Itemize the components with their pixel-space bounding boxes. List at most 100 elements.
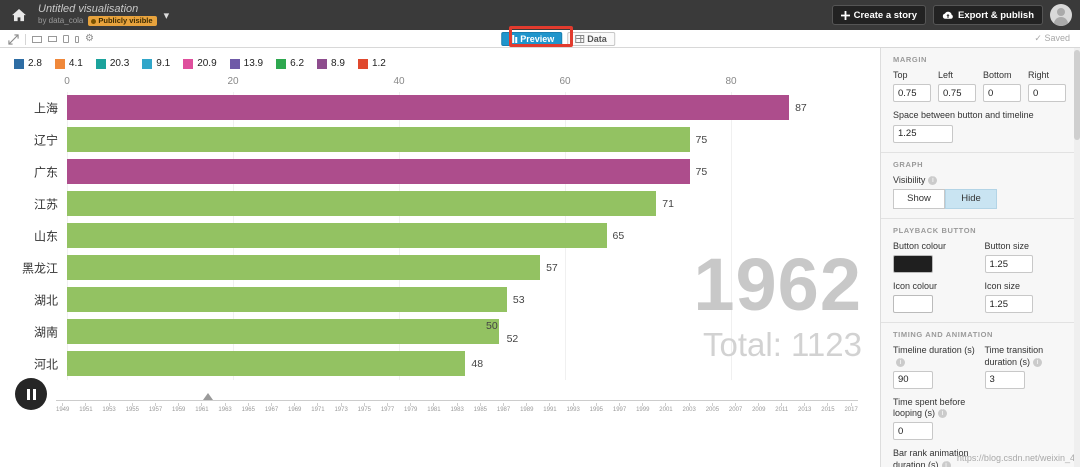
home-icon	[12, 8, 26, 21]
timeline-duration-label: Timeline duration (s)	[893, 345, 975, 356]
gridline	[731, 92, 732, 380]
create-story-button[interactable]: Create a story	[831, 5, 926, 25]
legend-item: 1.2	[357, 58, 386, 69]
info-icon[interactable]: i	[928, 175, 938, 185]
legend: 2.8 4.1 20.3 9.1 20.9 13.9 6.2 8.9 1.2	[14, 58, 386, 69]
legend-item: 20.9	[183, 58, 217, 69]
margin-section-header: MARGIN	[893, 55, 928, 64]
data-tab-label: Data	[587, 34, 607, 44]
margin-bottom-label: Bottom	[983, 70, 1012, 80]
bar	[67, 223, 607, 248]
export-publish-label: Export & publish	[958, 9, 1034, 21]
legend-value-label: 20.9	[197, 58, 217, 69]
timeline[interactable]: 1949 1951 1953 1955 1957 1959 1961 1963 1965 1967…	[56, 393, 858, 413]
bar-row: 河北 48	[0, 348, 880, 380]
legend-value-label: 9.1	[156, 58, 171, 69]
preview-tab-label: Preview	[520, 34, 555, 44]
total-label: Total: 1123	[702, 326, 862, 363]
saved-status: ✓ Saved	[1034, 33, 1070, 44]
gear-icon[interactable]: ⚙	[85, 33, 94, 44]
time-before-looping-label: Time spent before looping (s)	[893, 396, 966, 418]
expand-icon[interactable]	[8, 33, 19, 45]
info-icon[interactable]: i	[938, 409, 948, 418]
timing-animation-section: TIMING AND ANIMATION Timeline duration (…	[881, 322, 1080, 467]
bar	[67, 287, 507, 312]
icon-colour-swatch[interactable]	[893, 295, 933, 314]
scrollbar-thumb[interactable]	[1074, 50, 1080, 140]
visibility-badge[interactable]: Publicly visible	[88, 16, 157, 27]
timeline-year-label: 1977	[381, 403, 394, 413]
icon-size-input[interactable]	[984, 295, 1033, 314]
space-between-input[interactable]	[893, 124, 953, 143]
panel-scrollbar[interactable]	[1074, 48, 1080, 467]
home-button[interactable]	[8, 4, 30, 26]
bar-value-label: 87	[795, 102, 807, 114]
timeline-year-label: 1961	[195, 403, 208, 413]
avatar[interactable]	[1050, 4, 1072, 26]
mobile-preview-icon[interactable]	[75, 35, 79, 43]
bar-rows-container: 上海 87 辽宁 75 广东 75 江苏 71 山东 65 黑龙江 57 湖北 53 湖南 50 52 河北 48	[0, 92, 880, 380]
chevron-down-icon[interactable]: ▾	[163, 9, 170, 22]
saved-label: Saved	[1044, 33, 1070, 43]
table-icon	[575, 35, 585, 43]
tab-data[interactable]: Data	[567, 32, 615, 46]
margin-left-input[interactable]	[938, 84, 976, 103]
bar-category-label: 广东	[33, 165, 58, 180]
legend-item: 20.3	[95, 58, 130, 69]
visibility-hide-button[interactable]: Hide	[945, 188, 997, 209]
avatar-person-icon	[1057, 8, 1065, 16]
bar-row: 山东 65	[0, 220, 880, 252]
x-axis-tick-label: 60	[559, 76, 571, 87]
legend-value-label: 20.3	[109, 58, 130, 69]
info-icon[interactable]: i	[1033, 357, 1043, 367]
button-size-input[interactable]	[984, 255, 1033, 273]
margin-right-label: Right	[1028, 70, 1050, 80]
desktop-preview-icon[interactable]	[32, 35, 42, 43]
bar-value-label: 75	[695, 134, 708, 146]
info-icon[interactable]: i	[941, 460, 951, 467]
bar	[67, 351, 466, 376]
margin-right-input[interactable]	[1028, 84, 1066, 103]
graph-section-header: GRAPH	[893, 159, 924, 169]
margin-top-input[interactable]	[893, 84, 931, 103]
pause-button[interactable]	[15, 378, 47, 410]
time-before-looping-input[interactable]	[893, 422, 933, 441]
space-between-label: Space between button and timeline	[893, 110, 1034, 121]
visibility-badge-label: Publicly visible	[98, 16, 153, 26]
bar-value-label: 75	[695, 166, 708, 178]
timeline-year-label: 2011	[775, 403, 788, 413]
export-publish-button[interactable]: Export & publish	[933, 5, 1043, 25]
bar-category-label: 湖南	[33, 325, 58, 340]
info-icon[interactable]: i	[896, 357, 905, 367]
tab-preview[interactable]: Preview	[501, 32, 563, 46]
visibility-show-button[interactable]: Show	[893, 188, 945, 209]
laptop-preview-icon[interactable]	[48, 36, 57, 42]
legend-swatch	[183, 58, 194, 69]
timeline-scrubber[interactable]	[203, 393, 214, 400]
time-transition-input[interactable]	[984, 370, 1025, 389]
bar	[67, 127, 690, 152]
legend-swatch	[276, 58, 287, 69]
bar-value-label: 53	[512, 294, 525, 306]
create-story-label: Create a story	[853, 9, 917, 21]
legend-swatch	[54, 58, 65, 69]
timing-section-header: TIMING AND ANIMATION	[893, 330, 994, 340]
tablet-preview-icon[interactable]	[63, 35, 69, 43]
bar-row: 上海 87	[0, 92, 880, 124]
legend-item: 6.2	[276, 58, 304, 69]
title-block: Untitled visualisation by data_cola Publ…	[38, 2, 157, 27]
bar-category-label: 江苏	[33, 197, 58, 212]
bar-row: 广东 75	[0, 156, 880, 188]
timeline-duration-input[interactable]	[893, 370, 933, 389]
timeline-year-label: 1979	[404, 403, 417, 413]
margin-bottom-input[interactable]	[983, 84, 1021, 103]
timeline-year-label: 1999	[636, 403, 649, 413]
playback-button-section: PLAYBACK BUTTON Button colour Button siz…	[881, 217, 1080, 323]
x-axis-tick-label: 20	[227, 76, 239, 87]
timeline-year-label: 2001	[659, 403, 672, 413]
button-colour-swatch[interactable]	[893, 255, 933, 273]
visualisation-title[interactable]: Untitled visualisation	[38, 2, 139, 15]
bar-row: 湖北 53	[0, 284, 880, 316]
timeline-year-label: 1981	[427, 403, 440, 413]
